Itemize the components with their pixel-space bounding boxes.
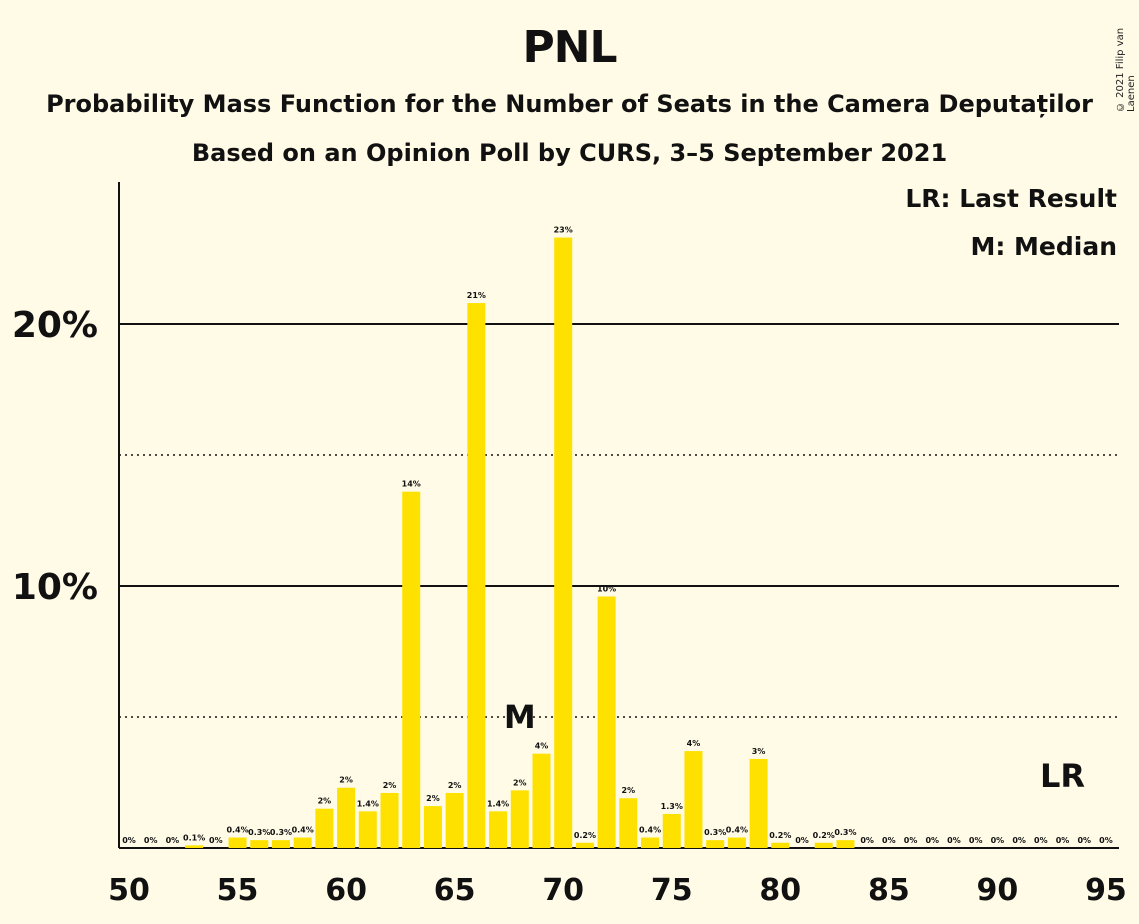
bar-seat-68 <box>510 790 529 848</box>
bar-label-seat-80: 0.2% <box>769 831 791 840</box>
last-result-marker: LR <box>1040 757 1085 795</box>
legend-median: M: Median <box>970 232 1117 261</box>
bar-seat-65 <box>445 792 464 848</box>
bar-seat-72 <box>597 596 616 848</box>
bar-label-seat-62: 2% <box>383 781 397 790</box>
bar-seat-63 <box>402 491 421 848</box>
bar-label-seat-93: 0% <box>1056 836 1070 845</box>
bar-seat-73 <box>619 798 638 848</box>
bar-label-seat-69: 4% <box>535 742 549 751</box>
bar-seat-53 <box>185 845 204 848</box>
bar-label-seat-64: 2% <box>426 794 440 803</box>
bar-label-seat-52: 0% <box>166 836 180 845</box>
bar-label-seat-53: 0.1% <box>183 833 205 842</box>
x-tick-label: 60 <box>325 873 367 908</box>
bar-label-seat-60: 2% <box>339 776 353 785</box>
bar-seat-80 <box>771 842 790 848</box>
bar-seat-58 <box>293 837 312 848</box>
bar-label-seat-88: 0% <box>947 836 961 845</box>
x-tick-label: 90 <box>977 873 1019 908</box>
bar-label-seat-95: 0% <box>1099 836 1113 845</box>
bar-label-seat-90: 0% <box>991 836 1005 845</box>
bar-seat-69 <box>532 753 551 848</box>
x-tick-label: 65 <box>434 873 476 908</box>
bar-label-seat-68: 2% <box>513 778 527 787</box>
bar-label-seat-75: 1.3% <box>661 802 683 811</box>
bar-seat-57 <box>271 840 290 848</box>
bar-seat-75 <box>662 813 681 848</box>
bar-seat-61 <box>358 811 377 848</box>
bar-seat-59 <box>315 808 334 848</box>
bar-label-seat-65: 2% <box>448 781 462 790</box>
chart-subtitle: Probability Mass Function for the Number… <box>46 90 1093 118</box>
bar-label-seat-92: 0% <box>1034 836 1048 845</box>
bar-seat-71 <box>575 842 594 848</box>
bar-label-seat-54: 0% <box>209 836 223 845</box>
x-tick-label: 95 <box>1085 873 1127 908</box>
bar-label-seat-50: 0% <box>122 836 136 845</box>
bar-label-seat-79: 3% <box>752 747 766 756</box>
x-tick-label: 75 <box>651 873 693 908</box>
bar-label-seat-63: 14% <box>402 480 421 489</box>
bar-seat-56 <box>250 840 269 848</box>
bar-seat-60 <box>337 787 356 848</box>
x-tick-label: 70 <box>542 873 584 908</box>
x-tick-label: 50 <box>108 873 150 908</box>
bar-label-seat-77: 0.3% <box>704 828 726 837</box>
bar-label-seat-57: 0.3% <box>270 828 292 837</box>
bar-seat-78 <box>727 837 746 848</box>
bar-seat-83 <box>836 840 855 848</box>
median-marker: M <box>504 698 536 736</box>
bar-seat-77 <box>706 840 725 848</box>
chart-source-line: Based on an Opinion Poll by CURS, 3–5 Se… <box>191 139 948 167</box>
bar-label-seat-73: 2% <box>622 786 636 795</box>
bar-seat-74 <box>641 837 660 848</box>
bar-seat-67 <box>489 811 508 848</box>
y-tick-label: 20% <box>12 305 98 346</box>
bar-seat-66 <box>467 303 486 848</box>
chart-title: PNL <box>522 22 617 73</box>
bar-label-seat-83: 0.3% <box>834 828 856 837</box>
bar-label-seat-81: 0% <box>795 836 809 845</box>
bar-label-seat-87: 0% <box>925 836 939 845</box>
legend-last-result: LR: Last Result <box>905 184 1117 213</box>
bar-label-seat-78: 0.4% <box>726 826 748 835</box>
bar-seat-82 <box>814 842 833 848</box>
bar-label-seat-55: 0.4% <box>226 826 248 835</box>
bar-seat-64 <box>423 806 442 848</box>
x-tick-label: 55 <box>217 873 259 908</box>
bar-label-seat-94: 0% <box>1077 836 1091 845</box>
bar-label-seat-85: 0% <box>882 836 896 845</box>
bar-label-seat-76: 4% <box>687 739 701 748</box>
bar-seat-55 <box>228 837 247 848</box>
bar-label-seat-74: 0.4% <box>639 826 661 835</box>
bar-label-seat-89: 0% <box>969 836 983 845</box>
bar-label-seat-59: 2% <box>318 797 332 806</box>
bar-label-seat-70: 23% <box>554 226 573 235</box>
bar-label-seat-86: 0% <box>904 836 918 845</box>
x-tick-label: 80 <box>759 873 801 908</box>
bar-seat-79 <box>749 758 768 848</box>
bar-label-seat-67: 1.4% <box>487 799 509 808</box>
bar-label-seat-58: 0.4% <box>292 826 314 835</box>
bar-seat-70 <box>554 237 573 849</box>
bar-label-seat-84: 0% <box>860 836 874 845</box>
bar-seat-62 <box>380 792 399 848</box>
bar-seat-76 <box>684 751 703 848</box>
bar-label-seat-82: 0.2% <box>813 831 835 840</box>
y-tick-label: 10% <box>12 567 98 608</box>
bar-label-seat-66: 21% <box>467 291 486 300</box>
x-tick-label: 85 <box>868 873 910 908</box>
bar-label-seat-91: 0% <box>1012 836 1026 845</box>
bar-label-seat-72: 10% <box>597 584 616 593</box>
bar-label-seat-56: 0.3% <box>248 828 270 837</box>
bar-label-seat-51: 0% <box>144 836 158 845</box>
bar-label-seat-71: 0.2% <box>574 831 596 840</box>
bar-label-seat-61: 1.4% <box>357 799 379 808</box>
